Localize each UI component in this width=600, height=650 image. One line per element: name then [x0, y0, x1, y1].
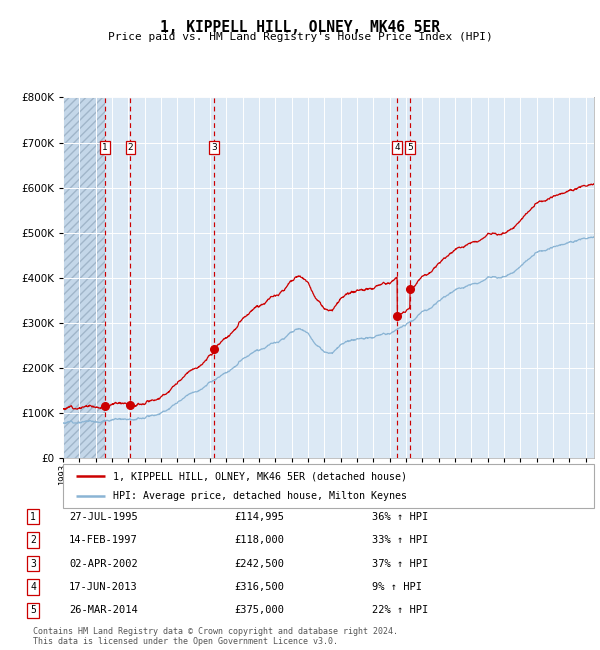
Text: 9% ↑ HPI: 9% ↑ HPI: [372, 582, 422, 592]
Text: 1, KIPPELL HILL, OLNEY, MK46 5ER (detached house): 1, KIPPELL HILL, OLNEY, MK46 5ER (detach…: [113, 471, 407, 481]
Text: 1, KIPPELL HILL, OLNEY, MK46 5ER: 1, KIPPELL HILL, OLNEY, MK46 5ER: [160, 20, 440, 34]
Text: 2: 2: [128, 143, 133, 152]
Text: HPI: Average price, detached house, Milton Keynes: HPI: Average price, detached house, Milt…: [113, 491, 407, 501]
Text: 5: 5: [407, 143, 413, 152]
Text: 1: 1: [30, 512, 36, 522]
Text: 36% ↑ HPI: 36% ↑ HPI: [372, 512, 428, 522]
Text: 27-JUL-1995: 27-JUL-1995: [69, 512, 138, 522]
Text: 4: 4: [394, 143, 400, 152]
Text: £316,500: £316,500: [234, 582, 284, 592]
Text: £242,500: £242,500: [234, 558, 284, 569]
Text: £375,000: £375,000: [234, 605, 284, 616]
Text: 14-FEB-1997: 14-FEB-1997: [69, 535, 138, 545]
Text: Contains HM Land Registry data © Crown copyright and database right 2024.: Contains HM Land Registry data © Crown c…: [33, 627, 398, 636]
Text: 5: 5: [30, 605, 36, 616]
Text: 3: 3: [30, 558, 36, 569]
Text: £118,000: £118,000: [234, 535, 284, 545]
Text: 33% ↑ HPI: 33% ↑ HPI: [372, 535, 428, 545]
Text: 2: 2: [30, 535, 36, 545]
Text: £114,995: £114,995: [234, 512, 284, 522]
Text: 02-APR-2002: 02-APR-2002: [69, 558, 138, 569]
Text: 22% ↑ HPI: 22% ↑ HPI: [372, 605, 428, 616]
Text: 37% ↑ HPI: 37% ↑ HPI: [372, 558, 428, 569]
FancyBboxPatch shape: [63, 464, 594, 508]
Text: 4: 4: [30, 582, 36, 592]
Text: 1: 1: [102, 143, 108, 152]
Text: This data is licensed under the Open Government Licence v3.0.: This data is licensed under the Open Gov…: [33, 637, 338, 646]
Text: 3: 3: [211, 143, 217, 152]
Text: 17-JUN-2013: 17-JUN-2013: [69, 582, 138, 592]
Bar: [63, 98, 105, 458]
Text: Price paid vs. HM Land Registry's House Price Index (HPI): Price paid vs. HM Land Registry's House …: [107, 32, 493, 42]
Text: 26-MAR-2014: 26-MAR-2014: [69, 605, 138, 616]
